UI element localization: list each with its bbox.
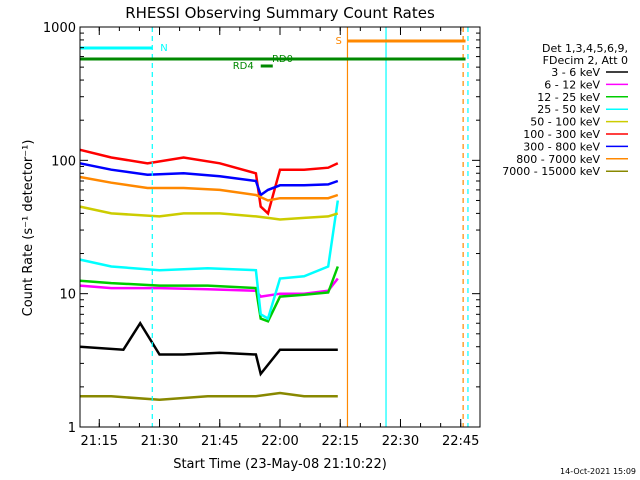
y-tick-label-2: 100: [51, 154, 76, 169]
legend-entry-1: 6 - 12 keV: [544, 78, 600, 91]
series-line-5: [79, 148, 339, 216]
x-tick-label-4: 22:15: [322, 434, 359, 449]
series-line-1: [79, 277, 339, 298]
x-tick-label-5: 22:30: [382, 434, 419, 449]
series-line-2: [79, 266, 339, 323]
legend-header-1: FDecim 2, Att 0: [543, 54, 628, 67]
legend-entry-3: 25 - 50 keV: [537, 103, 600, 116]
legend: Det 1,3,4,5,6,9,FDecim 2, Att 03 - 6 keV…: [502, 42, 628, 178]
x-tick-label-3: 22:00: [261, 434, 298, 449]
flag-label-0: N: [160, 43, 167, 54]
legend-entry-4: 50 - 100 keV: [530, 116, 600, 129]
legend-header-0: Det 1,3,4,5,6,9,: [542, 42, 628, 55]
series-line-4: [79, 205, 339, 221]
y-tick-label-0: 1: [68, 421, 76, 436]
flag-label-2: RD0: [272, 54, 293, 65]
plot-area: N S RD0 RD4: [79, 27, 469, 427]
x-tick-label-0: 21:15: [81, 434, 118, 449]
series-line-7: [79, 175, 339, 202]
legend-entry-0: 3 - 6 keV: [551, 66, 600, 79]
legend-entry-2: 12 - 25 keV: [537, 91, 600, 104]
legend-entry-8: 7000 - 15000 keV: [502, 165, 600, 178]
x-tick-label-1: 21:30: [141, 434, 178, 449]
axes: 21:15 21:30 21:45 22:00 22:15 22:30 22:45 1 10 10…: [43, 21, 481, 449]
series-line-0: [79, 320, 338, 377]
legend-entry-6: 300 - 800 keV: [523, 140, 600, 153]
chart-title: RHESSI Observing Summary Count Rates: [125, 4, 435, 22]
y-tick-label-1: 10: [59, 288, 76, 303]
y-axis-label: Count Rate (s⁻¹ detector⁻¹): [21, 140, 36, 317]
series-line-6: [79, 162, 339, 197]
legend-entry-7: 800 - 7000 keV: [516, 153, 600, 166]
x-axis-label: Start Time (23-May-08 21:10:22): [173, 457, 387, 472]
y-tick-label-3: 1000: [43, 21, 76, 36]
series-line-3: [79, 200, 340, 321]
x-tick-label-6: 22:45: [442, 434, 479, 449]
flag-label-1: S: [335, 36, 341, 47]
plot-frame: [79, 26, 481, 428]
series-line-8: [80, 391, 338, 402]
footer-timestamp: 14-Oct-2021 15:09: [560, 467, 636, 476]
x-tick-label-2: 21:45: [201, 434, 238, 449]
flag-label-3: RD4: [233, 61, 254, 72]
legend-entry-5: 100 - 300 keV: [523, 128, 600, 141]
